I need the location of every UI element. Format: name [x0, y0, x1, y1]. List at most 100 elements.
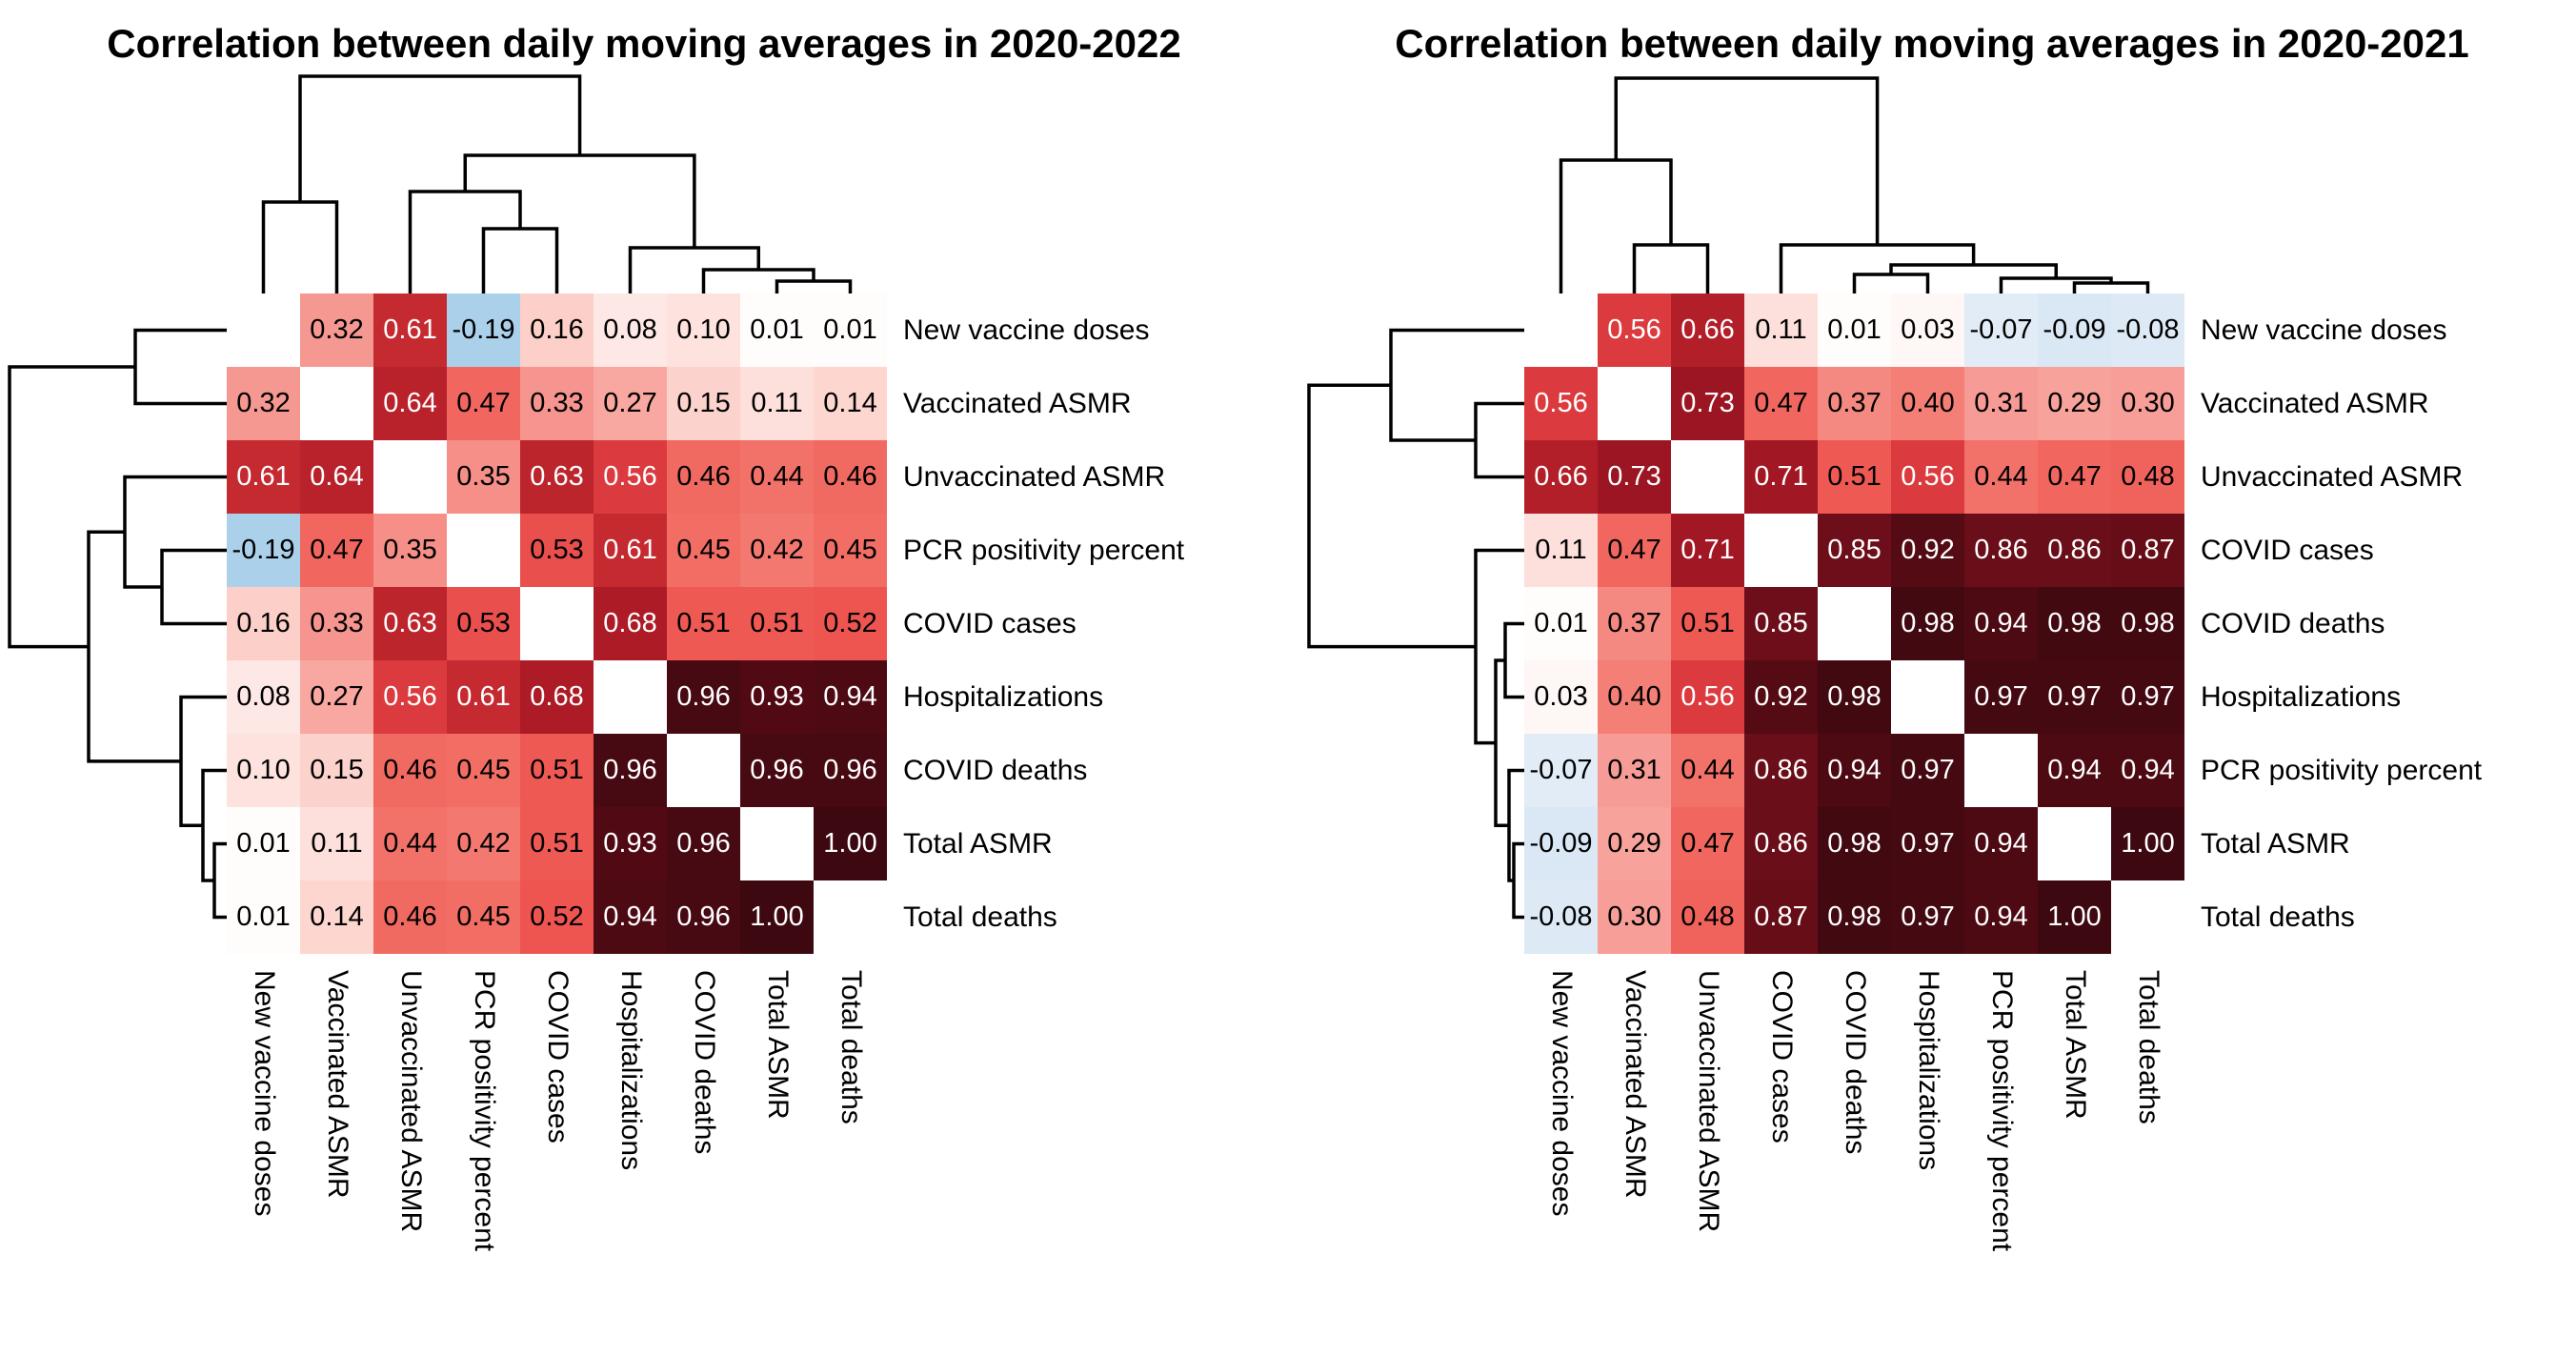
dendrogram-branch: [8, 328, 227, 920]
heatmap-cell: -0.07: [1964, 293, 2038, 367]
heatmap-cell: 0.47: [1598, 514, 1671, 587]
heatmap-cell: 0.98: [1818, 880, 1891, 954]
heatmap-cell: 0.51: [667, 587, 740, 660]
column-label: Unvaccinated ASMR: [394, 970, 427, 1233]
heatmap-cell: 0.46: [814, 440, 887, 514]
heatmap-cell: 0.32: [300, 293, 373, 367]
heatmap-cell: 0.14: [300, 880, 373, 954]
heatmap-cell: 0.47: [300, 514, 373, 587]
heatmap-cell: 0.96: [667, 807, 740, 880]
heatmap-cell: 0.29: [2038, 367, 2111, 440]
heatmap-cell: 0.30: [2111, 367, 2184, 440]
heatmap-cell: 0.03: [1524, 660, 1598, 734]
heatmap-cell: 0.86: [1744, 807, 1818, 880]
heatmap-cell: [447, 514, 520, 587]
heatmap-cell: 0.45: [447, 880, 520, 954]
heatmap-cell: -0.09: [2038, 293, 2111, 367]
heatmap-cell: 0.01: [740, 293, 814, 367]
column-label: Vaccinated ASMR: [1619, 970, 1651, 1199]
row-label: Total deaths: [2201, 901, 2355, 933]
heatmap-cell: [814, 880, 887, 954]
column-label: Total deaths: [835, 970, 867, 1124]
heatmap-cell: [1818, 587, 1891, 660]
heatmap-cell: 0.44: [740, 440, 814, 514]
heatmap-cell: 0.94: [594, 880, 667, 954]
heatmap-cell: 0.64: [300, 440, 373, 514]
heatmap-cell: 0.42: [740, 514, 814, 587]
row-label: COVID cases: [2201, 535, 2374, 566]
heatmap-cell: 0.32: [227, 367, 300, 440]
heatmap-cell: 0.44: [373, 807, 447, 880]
heatmap-cell: 0.51: [1671, 587, 1744, 660]
heatmap-cell: 0.46: [373, 880, 447, 954]
heatmap-cell: 0.40: [1598, 660, 1671, 734]
heatmap-cell: 0.97: [1891, 734, 1964, 807]
heatmap-cell: 0.40: [1891, 367, 1964, 440]
heatmap-cell: 0.86: [1744, 734, 1818, 807]
heatmap-cell: 0.56: [373, 660, 447, 734]
heatmap-cell: 0.01: [1524, 587, 1598, 660]
heatmap-cell: 0.97: [2038, 660, 2111, 734]
heatmap-cell: 0.46: [667, 440, 740, 514]
heatmap-cell: 0.33: [520, 367, 594, 440]
column-label: Vaccinated ASMR: [321, 970, 353, 1199]
row-label: Vaccinated ASMR: [903, 388, 1132, 419]
heatmap-cell: 0.45: [447, 734, 520, 807]
heatmap-cell: 0.51: [520, 807, 594, 880]
row-label: Total ASMR: [2201, 828, 2350, 860]
heatmap-cell: 0.45: [814, 514, 887, 587]
heatmap-cell: 0.37: [1818, 367, 1891, 440]
heatmap-cell: 0.08: [594, 293, 667, 367]
heatmap-cell: 0.73: [1598, 440, 1671, 514]
heatmap-cell: 0.11: [1524, 514, 1598, 587]
heatmap-cell: 0.98: [1818, 660, 1891, 734]
heatmap-cell: 0.96: [667, 880, 740, 954]
heatmap-cell: 0.98: [1818, 807, 1891, 880]
heatmap-cell: 0.92: [1744, 660, 1818, 734]
heatmap-cell: 0.94: [1964, 880, 2038, 954]
heatmap-cell: -0.09: [1524, 807, 1598, 880]
heatmap-cell: 0.85: [1744, 587, 1818, 660]
heatmap-cell: 0.86: [1964, 514, 2038, 587]
row-label: Hospitalizations: [2201, 681, 2402, 713]
heatmap-cell: 0.71: [1744, 440, 1818, 514]
heatmap-cell: 0.44: [1964, 440, 2038, 514]
column-label: Total deaths: [2132, 970, 2164, 1124]
heatmap-cell: 0.51: [1818, 440, 1891, 514]
heatmap-cell: 0.87: [2111, 514, 2184, 587]
heatmap-cell: 0.11: [300, 807, 373, 880]
column-label: PCR positivity percent: [1985, 970, 2018, 1252]
heatmap-cell: 0.98: [1891, 587, 1964, 660]
heatmap-cell: [1524, 293, 1598, 367]
heatmap-cell: -0.08: [1524, 880, 1598, 954]
heatmap-cell: 1.00: [814, 807, 887, 880]
heatmap-cell: 0.56: [1598, 293, 1671, 367]
heatmap-cell: 0.48: [1671, 880, 1744, 954]
heatmap-cell: 0.53: [447, 587, 520, 660]
row-label: New vaccine doses: [903, 314, 1150, 346]
heatmap-cell: 0.56: [1891, 440, 1964, 514]
heatmap-cell: [300, 367, 373, 440]
heatmap-cell: 0.61: [594, 514, 667, 587]
heatmap-cell: [227, 293, 300, 367]
row-label: PCR positivity percent: [2201, 755, 2483, 786]
heatmap-cell: 0.71: [1671, 514, 1744, 587]
heatmap-cell: 0.93: [594, 807, 667, 880]
heatmap-cell: 0.52: [520, 880, 594, 954]
heatmap-cell: 0.98: [2038, 587, 2111, 660]
heatmap-cell: 0.16: [227, 587, 300, 660]
row-label: Unvaccinated ASMR: [2201, 461, 2464, 493]
heatmap-cell: 0.97: [1891, 807, 1964, 880]
heatmap-cell: 0.35: [373, 514, 447, 587]
heatmap-cell: 0.01: [227, 807, 300, 880]
heatmap-cell: 0.15: [667, 367, 740, 440]
heatmap-cell: 0.63: [520, 440, 594, 514]
heatmap-cell: 0.94: [814, 660, 887, 734]
row-label: PCR positivity percent: [903, 535, 1185, 566]
column-label: Unvaccinated ASMR: [1692, 970, 1724, 1233]
row-label: COVID deaths: [903, 755, 1088, 786]
heatmap-cell: 0.08: [227, 660, 300, 734]
heatmap-cell: 0.46: [373, 734, 447, 807]
